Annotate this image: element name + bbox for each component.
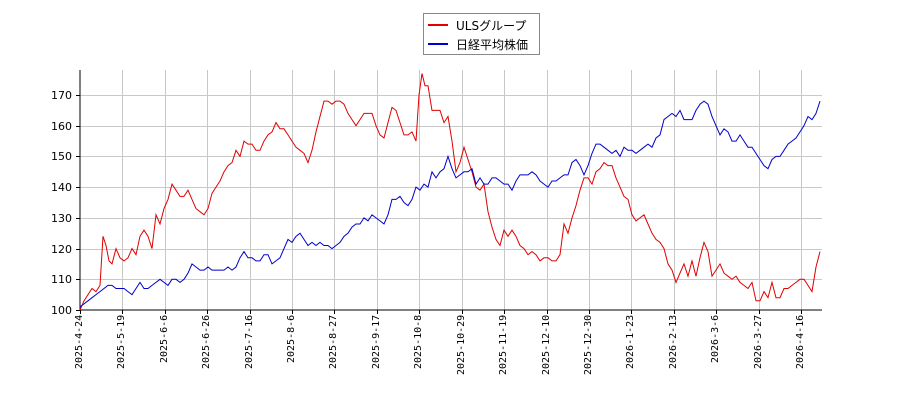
legend-label: ULSグループ <box>456 18 527 33</box>
y-tick-label: 130 <box>51 211 72 225</box>
x-tick-label: 2025-7-16 <box>243 314 255 369</box>
tick-marks <box>76 95 802 314</box>
series-line-uls-group <box>79 73 821 311</box>
x-tick-label: 2026-3-6 <box>709 314 721 363</box>
y-tick-label: 150 <box>51 149 72 163</box>
legend-swatch-red <box>428 24 448 26</box>
x-tick-label: 2026-2-13 <box>667 314 679 369</box>
x-tick-label: 2025-12-30 <box>582 314 594 375</box>
x-tick-label: 2025-12-10 <box>540 314 552 375</box>
y-tick-label: 100 <box>51 303 72 317</box>
series-line-nikkei <box>79 100 821 308</box>
y-tick-label: 110 <box>51 272 72 286</box>
x-tick-label: 2025-4-24 <box>73 314 85 369</box>
x-tick-label: 2025-6-6 <box>158 314 170 363</box>
legend-item-nikkei: 日経平均株価 <box>428 36 528 52</box>
x-tick-label: 2026-4-16 <box>794 314 806 369</box>
y-tick-label: 170 <box>51 88 72 102</box>
y-tick-label: 120 <box>51 242 72 256</box>
x-tick-label: 2025-10-8 <box>412 314 424 369</box>
x-tick-label: 2025-11-19 <box>497 314 509 375</box>
gridlines <box>80 70 822 310</box>
x-tick-label: 2025-8-6 <box>285 314 297 363</box>
y-tick-label: 140 <box>51 180 72 194</box>
x-tick-label: 2025-8-27 <box>327 314 339 369</box>
x-tick-label: 2025-5-19 <box>115 314 127 369</box>
legend: ULSグループ 日経平均株価 <box>423 13 540 55</box>
legend-swatch-blue <box>428 43 448 45</box>
legend-item-uls-group: ULSグループ <box>428 17 526 33</box>
axes <box>79 70 822 311</box>
x-tick-label: 2025-10-29 <box>455 314 467 375</box>
legend-label: 日経平均株価 <box>456 37 529 52</box>
x-tick-label: 2025-9-17 <box>370 314 382 369</box>
x-tick-label: 2026-3-27 <box>752 314 764 369</box>
x-tick-label: 2025-6-26 <box>200 314 212 369</box>
x-tick-label: 2026-1-23 <box>624 314 636 369</box>
y-tick-label: 160 <box>51 119 72 133</box>
